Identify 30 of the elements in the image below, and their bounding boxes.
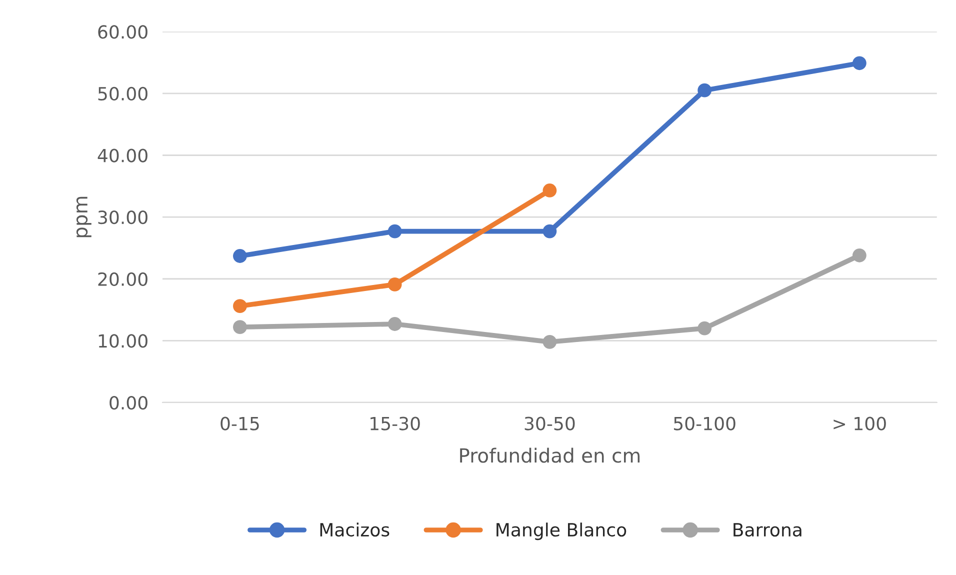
point (852, 56, 866, 70)
legend-label: Barrona (734, 523, 802, 537)
y-tick-label: 50.00 (98, 86, 148, 101)
x-tick-label: > 100 (834, 416, 886, 430)
x-tick-label: 15-30 (370, 416, 420, 430)
point (233, 249, 247, 263)
point (852, 248, 866, 262)
point (233, 299, 247, 314)
point (698, 83, 712, 98)
y-tick-label: 0.00 (110, 396, 148, 410)
legend-label: Macizos (320, 522, 390, 537)
point (542, 224, 557, 238)
point (388, 277, 402, 292)
x-tick-label: 50-100 (674, 416, 736, 430)
y-tick-label: 60.00 (98, 25, 148, 39)
y-tick-label: 40.00 (98, 148, 148, 162)
x-tick-label: 0-15 (220, 416, 259, 430)
point (388, 224, 402, 238)
x-tick-label: 30-50 (524, 416, 575, 430)
legend-label: Mangle Blanco (496, 522, 626, 540)
x-axis-title: Profundidad en cm (460, 448, 640, 463)
point (542, 334, 557, 349)
y-tick-label: 20.00 (98, 272, 148, 286)
point (233, 320, 247, 334)
point (542, 184, 557, 198)
point (388, 317, 402, 331)
y-tick-label: 10.00 (98, 334, 148, 348)
y-tick-label: 30.00 (98, 210, 148, 224)
y-axis-title: ppm (76, 196, 92, 238)
point (698, 321, 712, 336)
